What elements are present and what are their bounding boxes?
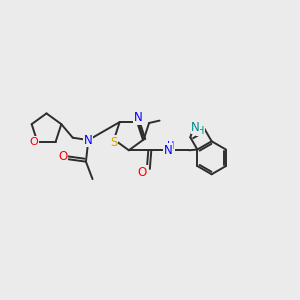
Text: H: H [196,126,204,136]
Text: H: H [167,141,175,152]
Text: O: O [58,150,68,163]
Text: S: S [110,136,118,149]
Text: O: O [29,136,38,147]
Text: N: N [134,111,142,124]
Text: N: N [164,144,173,157]
Text: N: N [191,121,200,134]
Text: N: N [84,134,93,147]
Text: O: O [138,166,147,179]
